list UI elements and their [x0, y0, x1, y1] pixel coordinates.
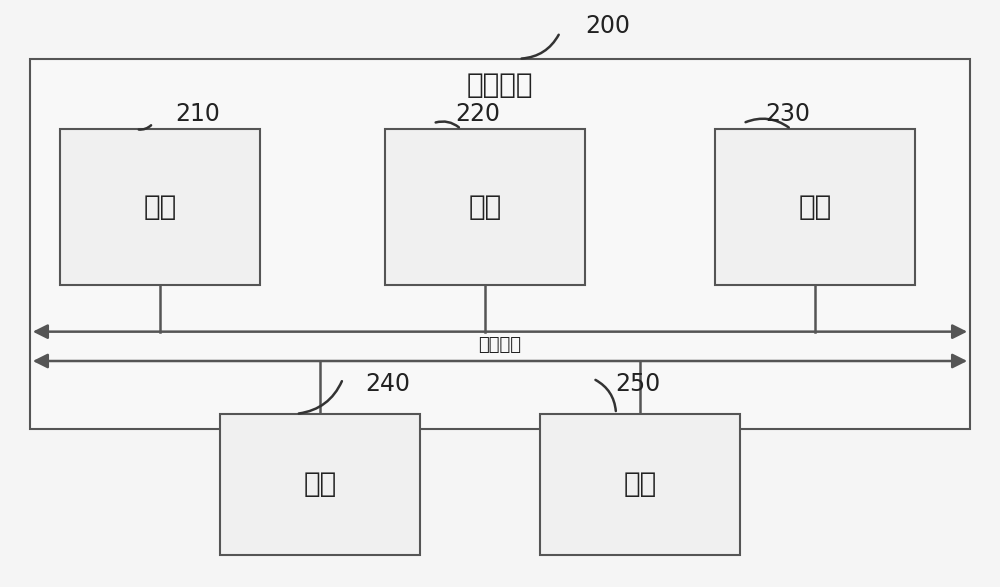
Text: 串口总线: 串口总线: [479, 336, 522, 354]
Bar: [385, 129, 585, 285]
Bar: [60, 129, 260, 285]
Bar: [715, 129, 915, 285]
Text: 舔机: 舔机: [798, 193, 832, 221]
Text: 舔机: 舔机: [143, 193, 177, 221]
Text: 200: 200: [585, 15, 630, 38]
Bar: [30, 59, 970, 429]
Text: 舔机: 舔机: [623, 470, 657, 498]
Bar: [540, 414, 740, 555]
Text: 舔机: 舔机: [303, 470, 337, 498]
Text: 230: 230: [765, 103, 810, 126]
Text: 总线舔机: 总线舔机: [467, 71, 533, 99]
Text: 210: 210: [175, 103, 220, 126]
Text: 240: 240: [365, 373, 410, 396]
Text: 220: 220: [455, 103, 500, 126]
Bar: [220, 414, 420, 555]
Text: 舔机: 舔机: [468, 193, 502, 221]
Text: 250: 250: [615, 373, 660, 396]
